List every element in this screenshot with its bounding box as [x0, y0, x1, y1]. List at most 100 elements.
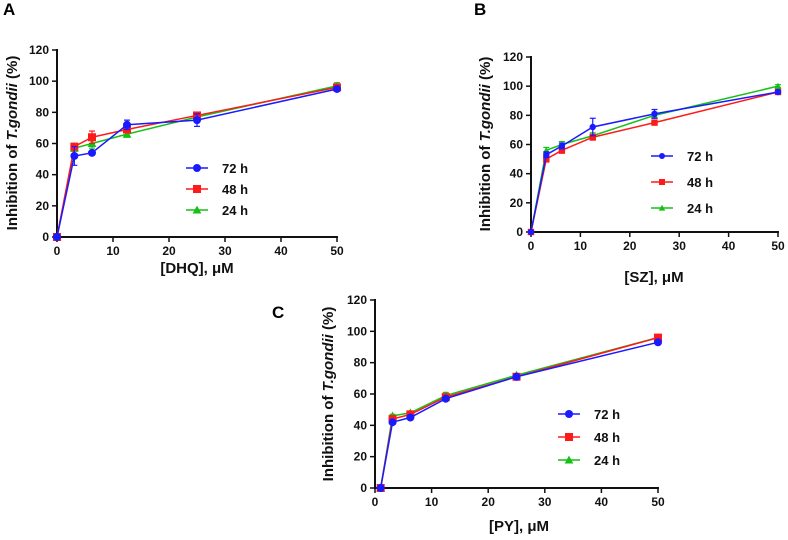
- legend-item: 48 h: [651, 175, 713, 190]
- data-point: [558, 142, 566, 150]
- panel-letter: B: [474, 0, 486, 19]
- series-24-h: [527, 82, 782, 235]
- data-point: [651, 119, 658, 126]
- y-tick-label: 0: [516, 225, 523, 239]
- legend-label: 72 h: [687, 149, 713, 164]
- data-point: [88, 133, 96, 142]
- legend-item: 48 h: [558, 430, 620, 445]
- legend-label: 48 h: [222, 182, 248, 197]
- legend-marker: [192, 205, 202, 214]
- series-line: [56, 85, 338, 238]
- legend-label: 24 h: [594, 453, 620, 468]
- y-tick-label: 20: [354, 450, 368, 464]
- legend-label: 48 h: [594, 430, 620, 445]
- data-point: [70, 151, 79, 160]
- x-tick-label: 20: [623, 239, 637, 253]
- legend-item: 72 h: [186, 161, 248, 176]
- y-axis-title: Inhibition of T.gondii (%): [4, 56, 21, 231]
- data-point: [527, 228, 535, 236]
- data-point: [123, 120, 131, 129]
- legend-marker: [193, 164, 201, 172]
- x-tick-label: 10: [574, 239, 588, 253]
- data-point: [654, 333, 662, 342]
- x-axis-title: [PY], μM: [489, 518, 549, 535]
- x-tick-label: 20: [162, 244, 176, 258]
- series-line: [379, 341, 659, 489]
- chart-panel-a: A 0 10 20 30 40 50 0 20 40 60 80 100 120 [DHQ], μM Inhi…: [3, 0, 344, 277]
- x-tick-label: 50: [651, 495, 665, 509]
- x-tick-label: 40: [722, 239, 736, 253]
- series-72-h: [376, 338, 662, 492]
- legend-label: 24 h: [222, 203, 248, 218]
- y-tick-label: 80: [510, 108, 524, 122]
- data-point: [388, 418, 397, 427]
- y-tick-label: 60: [36, 137, 50, 151]
- legend-label: 48 h: [687, 175, 713, 190]
- series-72-h: [527, 88, 782, 236]
- y-axis-title: Inhibition of T.gondii (%): [320, 307, 337, 482]
- legend-item: 24 h: [651, 201, 713, 216]
- data-point: [543, 151, 550, 158]
- data-point: [441, 394, 450, 403]
- series-line: [530, 85, 779, 233]
- y-tick-label: 0: [42, 230, 49, 244]
- data-point: [589, 123, 596, 131]
- x-tick-label: 20: [482, 495, 496, 509]
- data-point: [558, 147, 566, 154]
- legend: 72 h 48 h 24 h: [651, 149, 713, 216]
- y-tick-label: 80: [36, 105, 50, 119]
- y-tick-label: 20: [36, 199, 50, 213]
- data-point: [651, 110, 658, 118]
- data-point: [333, 84, 341, 93]
- y-tick-label: 60: [510, 138, 524, 152]
- data-point: [88, 148, 96, 157]
- x-tick-label: 30: [673, 239, 687, 253]
- data-point: [193, 116, 201, 125]
- x-tick-label: 0: [372, 495, 379, 509]
- legend-item: 48 h: [186, 182, 248, 197]
- series-line: [530, 91, 779, 233]
- y-tick-label: 120: [29, 43, 49, 57]
- legend-label: 72 h: [222, 161, 248, 176]
- legend-item: 72 h: [558, 407, 620, 422]
- panel-letter: C: [272, 303, 284, 322]
- y-tick-label: 0: [360, 481, 367, 495]
- x-tick-label: 50: [330, 244, 344, 258]
- y-axis-title: Inhibition of T.gondii (%): [477, 57, 494, 232]
- legend: 72 h 48 h 24 h: [186, 161, 248, 218]
- data-point: [53, 233, 61, 241]
- y-tick-label: 120: [347, 293, 367, 307]
- legend-item: 24 h: [186, 203, 248, 218]
- x-tick-label: 10: [425, 495, 439, 509]
- legend-marker: [564, 455, 574, 464]
- data-point: [774, 82, 782, 89]
- legend-marker: [565, 410, 573, 418]
- series-24-h: [52, 81, 342, 241]
- y-tick-label: 20: [510, 196, 524, 210]
- data-point: [774, 88, 782, 96]
- data-point: [406, 413, 415, 422]
- data-point: [543, 155, 550, 163]
- x-tick-label: 40: [595, 495, 609, 509]
- x-axis-title: [DHQ], μM: [160, 260, 233, 277]
- series-48-h: [53, 83, 341, 241]
- legend-label: 72 h: [594, 407, 620, 422]
- chart-panel-b: B 0 10 20 30 40 50 0 20 40 60 80 100 120 [SZ], μM Inhib…: [474, 0, 785, 286]
- legend-marker: [659, 153, 665, 159]
- y-tick-label: 100: [29, 74, 49, 88]
- y-tick-label: 100: [503, 79, 523, 93]
- chart-panel-c: C 0 10 20 30 40 50 0 20 40 60 80 100 120 [PY], μM Inhib…: [272, 293, 665, 535]
- legend-item: 24 h: [558, 453, 620, 468]
- legend-marker: [565, 433, 573, 441]
- y-tick-label: 40: [354, 418, 368, 432]
- x-tick-label: 10: [106, 244, 120, 258]
- series-line: [56, 86, 338, 238]
- y-tick-label: 40: [36, 168, 50, 182]
- legend-marker: [658, 204, 666, 211]
- legend-marker: [193, 185, 201, 193]
- data-point: [589, 134, 596, 141]
- x-tick-label: 30: [218, 244, 232, 258]
- series-72-h: [53, 84, 341, 241]
- y-tick-label: 120: [503, 50, 523, 64]
